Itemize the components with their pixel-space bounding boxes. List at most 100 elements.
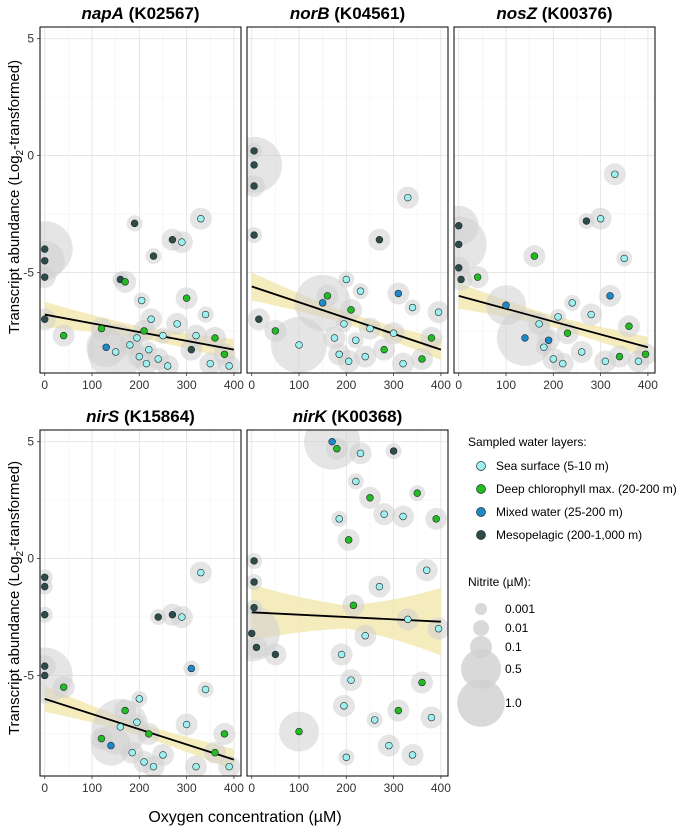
nitrite-bubble [454,205,479,246]
data-point-surface [596,215,605,223]
data-point-surface [192,331,200,340]
data-point-surface [568,299,576,307]
data-point-dcm [121,278,129,286]
y-axis-title-bottom: Transcript abundance (Log2-transformed) [6,461,26,735]
data-point-surface [370,716,379,724]
x-tick-label: 400 [224,378,244,392]
data-point-surface [206,359,214,368]
data-point-surface [549,355,558,363]
data-point-surface [356,449,365,458]
data-point-surface [128,748,136,757]
data-point-meso [248,629,256,638]
data-points [41,215,233,370]
data-point-meso [250,182,258,190]
data-point-surface [347,676,355,684]
data-point-dcm [394,706,403,715]
data-point-dcm [641,350,650,358]
x-tick-label: 300 [591,378,611,392]
data-point-surface [366,324,374,333]
data-point-surface [577,348,586,356]
data-point-meso [41,582,49,591]
panel-border [246,26,449,374]
legend-nitrite-bubble [457,679,505,727]
data-point-meso [250,147,258,155]
data-point-dcm [97,734,106,743]
data-point-meso [389,447,398,455]
data-point-surface [201,310,210,319]
legend-nitrite-title: Nitrite (µM): [468,575,531,589]
data-point-surface [408,303,417,312]
data-point-mixed [318,299,327,307]
y-tick-label: 5 [27,32,34,46]
legend-nitrite-label: 0.1 [505,640,522,654]
data-point-surface [197,215,205,223]
data-point-dcm [182,294,191,302]
data-point-surface [611,170,619,178]
data-point-meso [41,573,49,581]
data-point-meso [271,650,280,659]
legend-label-meso: Mesopelagic (200-1,000 m) [496,528,642,542]
data-point-surface [434,308,443,316]
data-point-surface [434,625,443,633]
data-point-surface [554,313,562,321]
x-tick-label: 100 [289,378,309,392]
data-point-meso [41,671,49,680]
data-point-surface [340,702,348,710]
data-point-meso [168,236,177,244]
data-point-dcm [432,515,440,523]
legend-label-dcm: Deep chlorophyll max. (20-200 m) [496,482,677,496]
panel-title: norB (K04561) [290,4,405,23]
data-point-surface [380,510,388,518]
y-tick-label: 5 [27,435,34,449]
data-point-surface [361,632,369,640]
data-point-meso [582,217,591,225]
data-point-surface [361,352,369,361]
data-points [250,147,443,368]
data-point-mixed [502,301,510,309]
legend-label-surface: Sea surface (5-10 m) [496,459,609,473]
data-point-dcm [220,350,229,358]
nitrite-bubbles [247,430,448,766]
data-point-surface [225,362,233,370]
data-point-surface [159,331,167,340]
data-point-surface [133,334,141,342]
data-point-surface [427,713,436,722]
panel-title-ko: (K04561) [330,4,406,23]
data-point-surface [225,762,233,771]
legend-nitrite-label: 0.01 [505,621,529,635]
panel-border [39,26,242,374]
data-point-mixed [544,336,553,344]
data-point-surface [540,343,548,351]
x-tick-label: 200 [543,378,563,392]
panel-title: nirS (K15864) [86,407,195,426]
data-point-dcm [625,322,633,330]
data-points [248,437,443,761]
data-point-meso [250,557,258,565]
x-tick-label: 200 [129,378,149,392]
data-point-surface [356,287,365,295]
y-tick-label: -5 [23,668,34,682]
legend-nitrite-label: 1.0 [505,696,522,710]
data-point-dcm [97,324,106,333]
panel-border [246,429,449,777]
data-point-surface [342,753,351,761]
legend-swatch-meso [476,530,486,540]
data-point-surface [147,315,155,323]
x-tick-label: 200 [336,781,356,795]
data-point-surface [399,359,407,368]
regression-line [458,294,649,349]
data-point-mixed [102,343,110,351]
data-point-meso [41,273,49,281]
x-tick-label: 100 [289,781,309,795]
data-point-mixed [107,741,115,750]
data-point-surface [142,359,151,368]
gridlines [40,27,241,373]
data-point-surface [337,650,346,659]
panel-border [453,26,656,374]
data-points [41,568,233,771]
data-point-surface [192,762,200,771]
data-point-surface [535,320,543,328]
data-point-dcm [418,678,426,687]
legend-swatch-dcm [476,484,486,494]
confidence-band [251,584,441,656]
